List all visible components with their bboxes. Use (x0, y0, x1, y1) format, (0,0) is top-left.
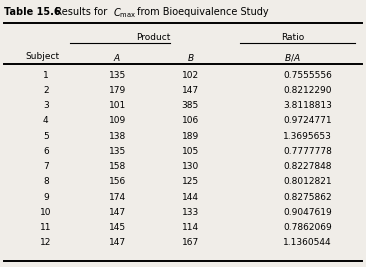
Text: 147: 147 (182, 86, 199, 95)
Text: 0.7555556: 0.7555556 (283, 71, 332, 80)
Text: 0.7862069: 0.7862069 (283, 223, 332, 232)
Text: 1.3695653: 1.3695653 (283, 132, 332, 141)
Text: from Bioequivalence Study: from Bioequivalence Study (134, 7, 268, 17)
Text: 11: 11 (40, 223, 52, 232)
Text: Table 15.6: Table 15.6 (4, 7, 60, 17)
Text: 10: 10 (40, 208, 52, 217)
Text: 1: 1 (43, 71, 49, 80)
Text: 2: 2 (43, 86, 49, 95)
Text: 133: 133 (182, 208, 199, 217)
Text: 7: 7 (43, 162, 49, 171)
Text: 102: 102 (182, 71, 199, 80)
Text: $C_{\mathrm{max}}$: $C_{\mathrm{max}}$ (113, 7, 136, 21)
Text: 0.8275862: 0.8275862 (283, 193, 332, 202)
Text: 114: 114 (182, 223, 199, 232)
Text: 0.8012821: 0.8012821 (283, 177, 332, 186)
Text: $B$: $B$ (187, 52, 194, 63)
Text: 158: 158 (108, 162, 126, 171)
Text: 147: 147 (109, 208, 126, 217)
Text: 144: 144 (182, 193, 199, 202)
Text: 4: 4 (43, 116, 49, 125)
Text: 6: 6 (43, 147, 49, 156)
Text: 5: 5 (43, 132, 49, 141)
Text: 12: 12 (40, 238, 52, 247)
Text: 385: 385 (182, 101, 199, 110)
Text: 167: 167 (182, 238, 199, 247)
Text: Product: Product (137, 33, 171, 42)
Text: $B/A$: $B/A$ (284, 52, 301, 63)
Text: 101: 101 (108, 101, 126, 110)
Text: 156: 156 (108, 177, 126, 186)
Text: Results for: Results for (49, 7, 111, 17)
Text: 0.8227848: 0.8227848 (283, 162, 332, 171)
Text: 0.9724771: 0.9724771 (283, 116, 332, 125)
Text: 9: 9 (43, 193, 49, 202)
Text: 1.1360544: 1.1360544 (283, 238, 332, 247)
Text: 147: 147 (109, 238, 126, 247)
Text: 0.8212290: 0.8212290 (283, 86, 332, 95)
Text: 179: 179 (108, 86, 126, 95)
Text: 3: 3 (43, 101, 49, 110)
Text: 130: 130 (182, 162, 199, 171)
Text: 0.7777778: 0.7777778 (283, 147, 332, 156)
Text: 174: 174 (109, 193, 126, 202)
Text: 125: 125 (182, 177, 199, 186)
Text: 145: 145 (109, 223, 126, 232)
Text: 106: 106 (182, 116, 199, 125)
Text: 189: 189 (182, 132, 199, 141)
Text: 135: 135 (108, 147, 126, 156)
Text: Subject: Subject (26, 52, 60, 61)
Text: Ratio: Ratio (281, 33, 305, 42)
Text: 135: 135 (108, 71, 126, 80)
Text: 138: 138 (108, 132, 126, 141)
Text: 0.9047619: 0.9047619 (283, 208, 332, 217)
Text: 8: 8 (43, 177, 49, 186)
Text: 105: 105 (182, 147, 199, 156)
Text: 109: 109 (108, 116, 126, 125)
Text: $A$: $A$ (113, 52, 121, 63)
Text: 3.8118813: 3.8118813 (283, 101, 332, 110)
